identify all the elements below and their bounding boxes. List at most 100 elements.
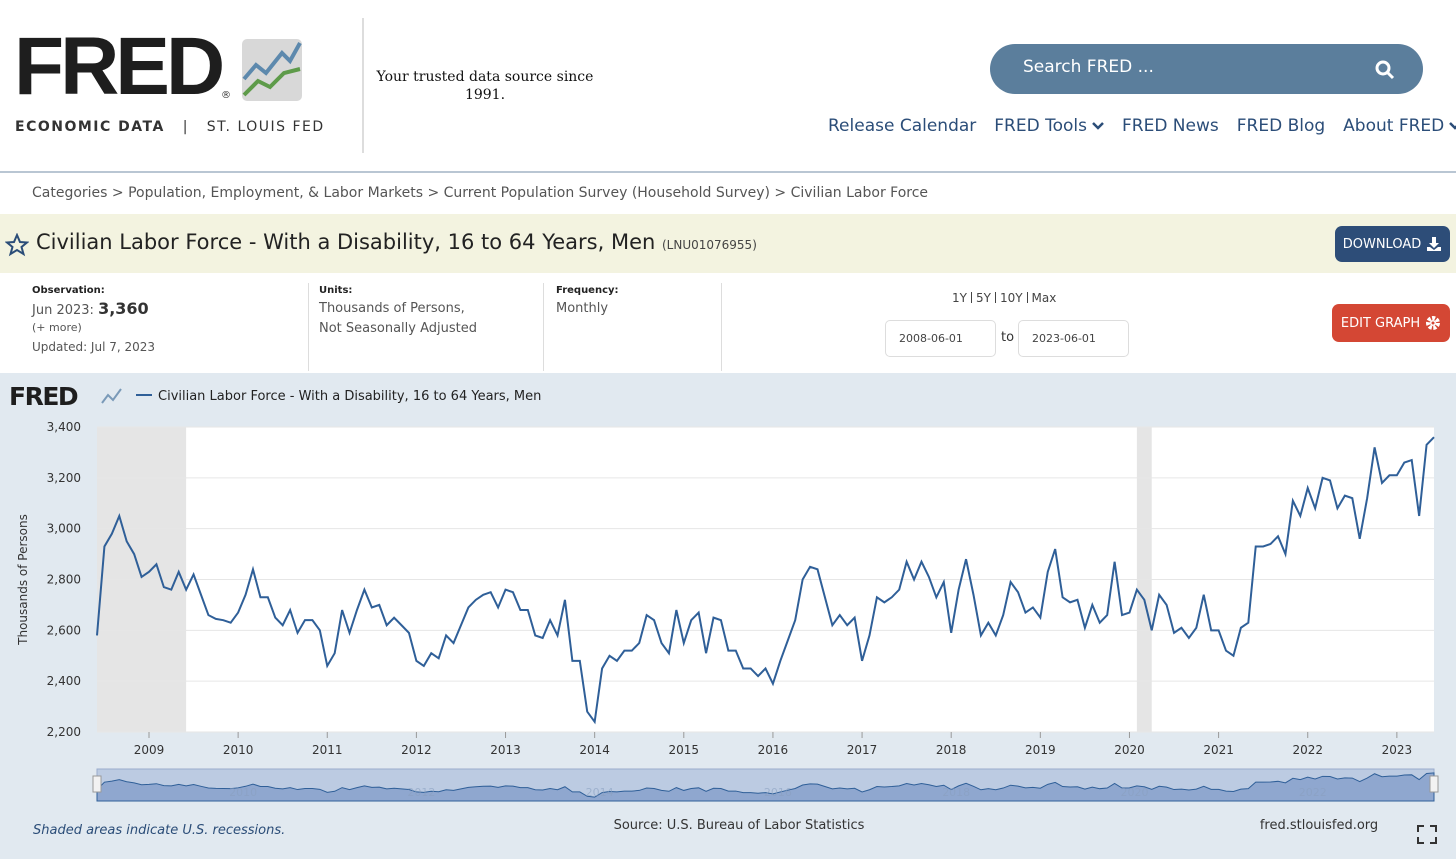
chevron <box>1092 122 1104 130</box>
y-tick-label: 2,200 <box>47 725 81 739</box>
series-title: Civilian Labor Force - With a Disability… <box>36 230 757 254</box>
navigator-line <box>96 772 1435 802</box>
units-2: Not Seasonally Adjusted <box>319 321 477 336</box>
tagline: Your trusted data source since 1991. <box>376 69 594 103</box>
x-tick-label: 2013 <box>490 743 521 757</box>
edit-graph-button[interactable]: EDIT GRAPH <box>1332 304 1450 342</box>
updated: Updated: Jul 7, 2023 <box>32 340 156 354</box>
download-label: DOWNLOAD <box>1342 236 1422 252</box>
frequency: Frequency: Monthly <box>556 285 619 319</box>
navigator-handle[interactable] <box>92 775 102 793</box>
range-link[interactable]: Max <box>1027 291 1057 305</box>
divider <box>721 283 722 371</box>
x-tick-label: 2011 <box>312 743 343 757</box>
navigator-label: 2016 <box>764 786 792 799</box>
footer-note: Shaded areas indicate U.S. recessions. <box>33 823 285 838</box>
title-text: Civilian Labor Force - With a Disability… <box>36 230 656 254</box>
search-box[interactable]: Search FRED ... <box>990 44 1423 94</box>
x-tick-label: 2012 <box>401 743 432 757</box>
nav-item[interactable]: About FRED <box>1343 116 1456 136</box>
site: fred.stlouisfed.org <box>1260 818 1378 833</box>
x-tick-label: 2010 <box>223 743 254 757</box>
nav-item[interactable]: FRED News <box>1122 116 1219 136</box>
units-label: Units: <box>319 285 353 296</box>
registered: ® <box>221 90 231 101</box>
y-tick-label: 3,000 <box>47 522 81 536</box>
x-tick-label: 2019 <box>1025 743 1056 757</box>
gear-icon <box>1426 316 1441 330</box>
y-tick-label: 2,600 <box>47 623 81 637</box>
chevron-line <box>1092 122 1104 130</box>
x-tick-label: 2016 <box>758 743 789 757</box>
navigator-label: 2012 <box>407 786 435 799</box>
to-label: to <box>1001 330 1015 345</box>
nav-item[interactable]: FRED Blog <box>1237 116 1325 136</box>
start-date[interactable]: 2008-06-01 <box>885 320 996 357</box>
range-link[interactable]: 10Y <box>995 291 1023 305</box>
fullscreen-icon[interactable] <box>1417 825 1437 844</box>
nav-label: About FRED <box>1343 116 1445 136</box>
navigator-label: 2014 <box>586 786 614 799</box>
logo[interactable]: FRED <box>14 21 225 112</box>
title-band <box>0 214 1456 273</box>
navigator-label: 2022 <box>1299 786 1327 799</box>
y-tick-label: 2,400 <box>47 674 81 688</box>
nav-label: FRED Blog <box>1236 116 1326 136</box>
download-button[interactable]: DOWNLOAD <box>1335 226 1450 262</box>
x-tick-label: 2022 <box>1292 743 1323 757</box>
chevron-line <box>1449 122 1456 130</box>
source: Source: U.S. Bureau of Labor Statistics <box>614 818 865 833</box>
more-link[interactable]: (+ more) <box>32 321 82 334</box>
units-1: Thousands of Persons, <box>319 301 465 316</box>
x-tick-label: 2018 <box>936 743 967 757</box>
x-tick-label: 2014 <box>579 743 610 757</box>
search-placeholder: Search FRED ... <box>1023 57 1154 77</box>
range-link[interactable]: 5Y <box>971 291 991 305</box>
x-tick-label: 2020 <box>1114 743 1145 757</box>
navigator-handle[interactable] <box>1429 775 1439 793</box>
chevron <box>1449 122 1456 130</box>
chart-logo: FRED <box>9 382 78 411</box>
divider <box>543 283 544 371</box>
navigator-label: 2010 <box>229 786 257 799</box>
freq-label: Frequency: <box>556 285 619 296</box>
star-icon[interactable] <box>5 233 29 257</box>
freq-value: Monthly <box>556 301 609 316</box>
nav-item[interactable]: Release Calendar <box>828 116 976 136</box>
divider <box>308 283 309 371</box>
logo-subtitle: ECONOMIC DATA | ST. LOUIS FED <box>15 119 325 135</box>
range-links: 1Y 5Y 10Y Max <box>952 291 1056 305</box>
chart-logo-icon <box>101 388 122 404</box>
download-icon <box>1427 237 1442 251</box>
end-date[interactable]: 2023-06-01 <box>1018 320 1129 357</box>
navigator-label: 2020 <box>1120 786 1148 799</box>
header-rule <box>0 171 1456 173</box>
x-tick-label: 2017 <box>847 743 878 757</box>
economic-data: ECONOMIC DATA <box>15 119 165 135</box>
series-id: (LNU01076955) <box>661 238 757 252</box>
chart: 2,200 2,400 2,600 2,800 3,000 3,200 3,400 2009 2… <box>0 373 1456 859</box>
y-axis-label: Thousands of Persons <box>16 514 30 646</box>
sep: | <box>182 119 189 135</box>
breadcrumb[interactable]: Categories > Population, Employment, & L… <box>32 185 929 201</box>
legend-label: Civilian Labor Force - With a Disability… <box>158 389 541 404</box>
y-tick-label: 3,200 <box>47 471 81 485</box>
nav: Release Calendar FRED Tools FRED News FRED … <box>828 116 1456 136</box>
edit-label: EDIT GRAPH <box>1340 315 1421 331</box>
nav-label: FRED Tools <box>994 116 1087 136</box>
x-tick-label: 2009 <box>134 743 165 757</box>
nav-label: Release Calendar <box>828 116 977 136</box>
range-link[interactable]: 1Y <box>952 291 967 305</box>
nav-label: FRED News <box>1121 116 1219 136</box>
obs-label: Observation: <box>32 285 105 296</box>
nav-item[interactable]: FRED Tools <box>994 116 1104 136</box>
search-icon[interactable] <box>1375 60 1395 80</box>
divider <box>362 18 364 153</box>
units: Units: Thousands of Persons, Not Seasona… <box>319 285 477 339</box>
observation: Observation: Jun 2023: 3,360 (+ more) Up… <box>32 285 155 354</box>
y-tick-label: 2,800 <box>47 573 81 587</box>
logo-icon <box>242 39 302 101</box>
st-louis: ST. LOUIS FED <box>206 119 325 135</box>
y-tick-label: 3,400 <box>47 420 81 434</box>
